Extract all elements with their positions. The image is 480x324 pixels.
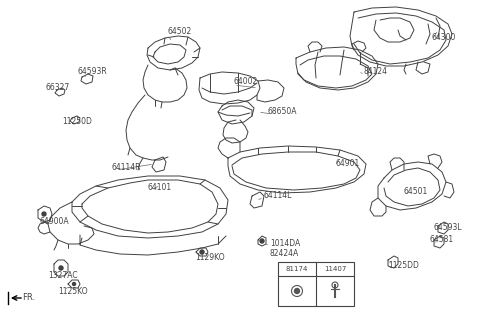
Text: 1129KO: 1129KO <box>195 252 225 261</box>
Circle shape <box>295 288 300 294</box>
Text: FR.: FR. <box>22 294 35 303</box>
Text: 84124: 84124 <box>363 67 387 76</box>
Text: 64114L: 64114L <box>263 191 291 201</box>
Text: 64900A: 64900A <box>40 217 70 226</box>
Text: 82424A: 82424A <box>270 249 299 259</box>
Text: 64502: 64502 <box>168 28 192 37</box>
Text: 64581: 64581 <box>430 236 454 245</box>
Text: 64300: 64300 <box>432 33 456 42</box>
Text: 11250D: 11250D <box>62 118 92 126</box>
Text: 1014DA: 1014DA <box>270 239 300 249</box>
Text: 64901: 64901 <box>335 158 359 168</box>
Circle shape <box>42 212 46 216</box>
Circle shape <box>200 250 204 254</box>
Circle shape <box>72 283 75 285</box>
Text: 81174: 81174 <box>286 266 308 272</box>
Text: 1125DD: 1125DD <box>388 260 419 270</box>
Text: 64501: 64501 <box>404 188 428 196</box>
Circle shape <box>260 239 264 243</box>
Text: 1327AC: 1327AC <box>48 271 78 280</box>
Circle shape <box>59 266 63 270</box>
Text: 11407: 11407 <box>324 266 346 272</box>
Text: 68650A: 68650A <box>268 108 298 117</box>
Text: 64101: 64101 <box>148 183 172 192</box>
Text: 66327: 66327 <box>46 83 70 91</box>
Text: 64114R: 64114R <box>112 164 142 172</box>
Text: 1125KO: 1125KO <box>58 287 88 296</box>
Text: 64002: 64002 <box>234 77 258 87</box>
Bar <box>278 262 354 306</box>
Text: 64593R: 64593R <box>78 67 108 76</box>
Text: 64593L: 64593L <box>434 224 463 233</box>
